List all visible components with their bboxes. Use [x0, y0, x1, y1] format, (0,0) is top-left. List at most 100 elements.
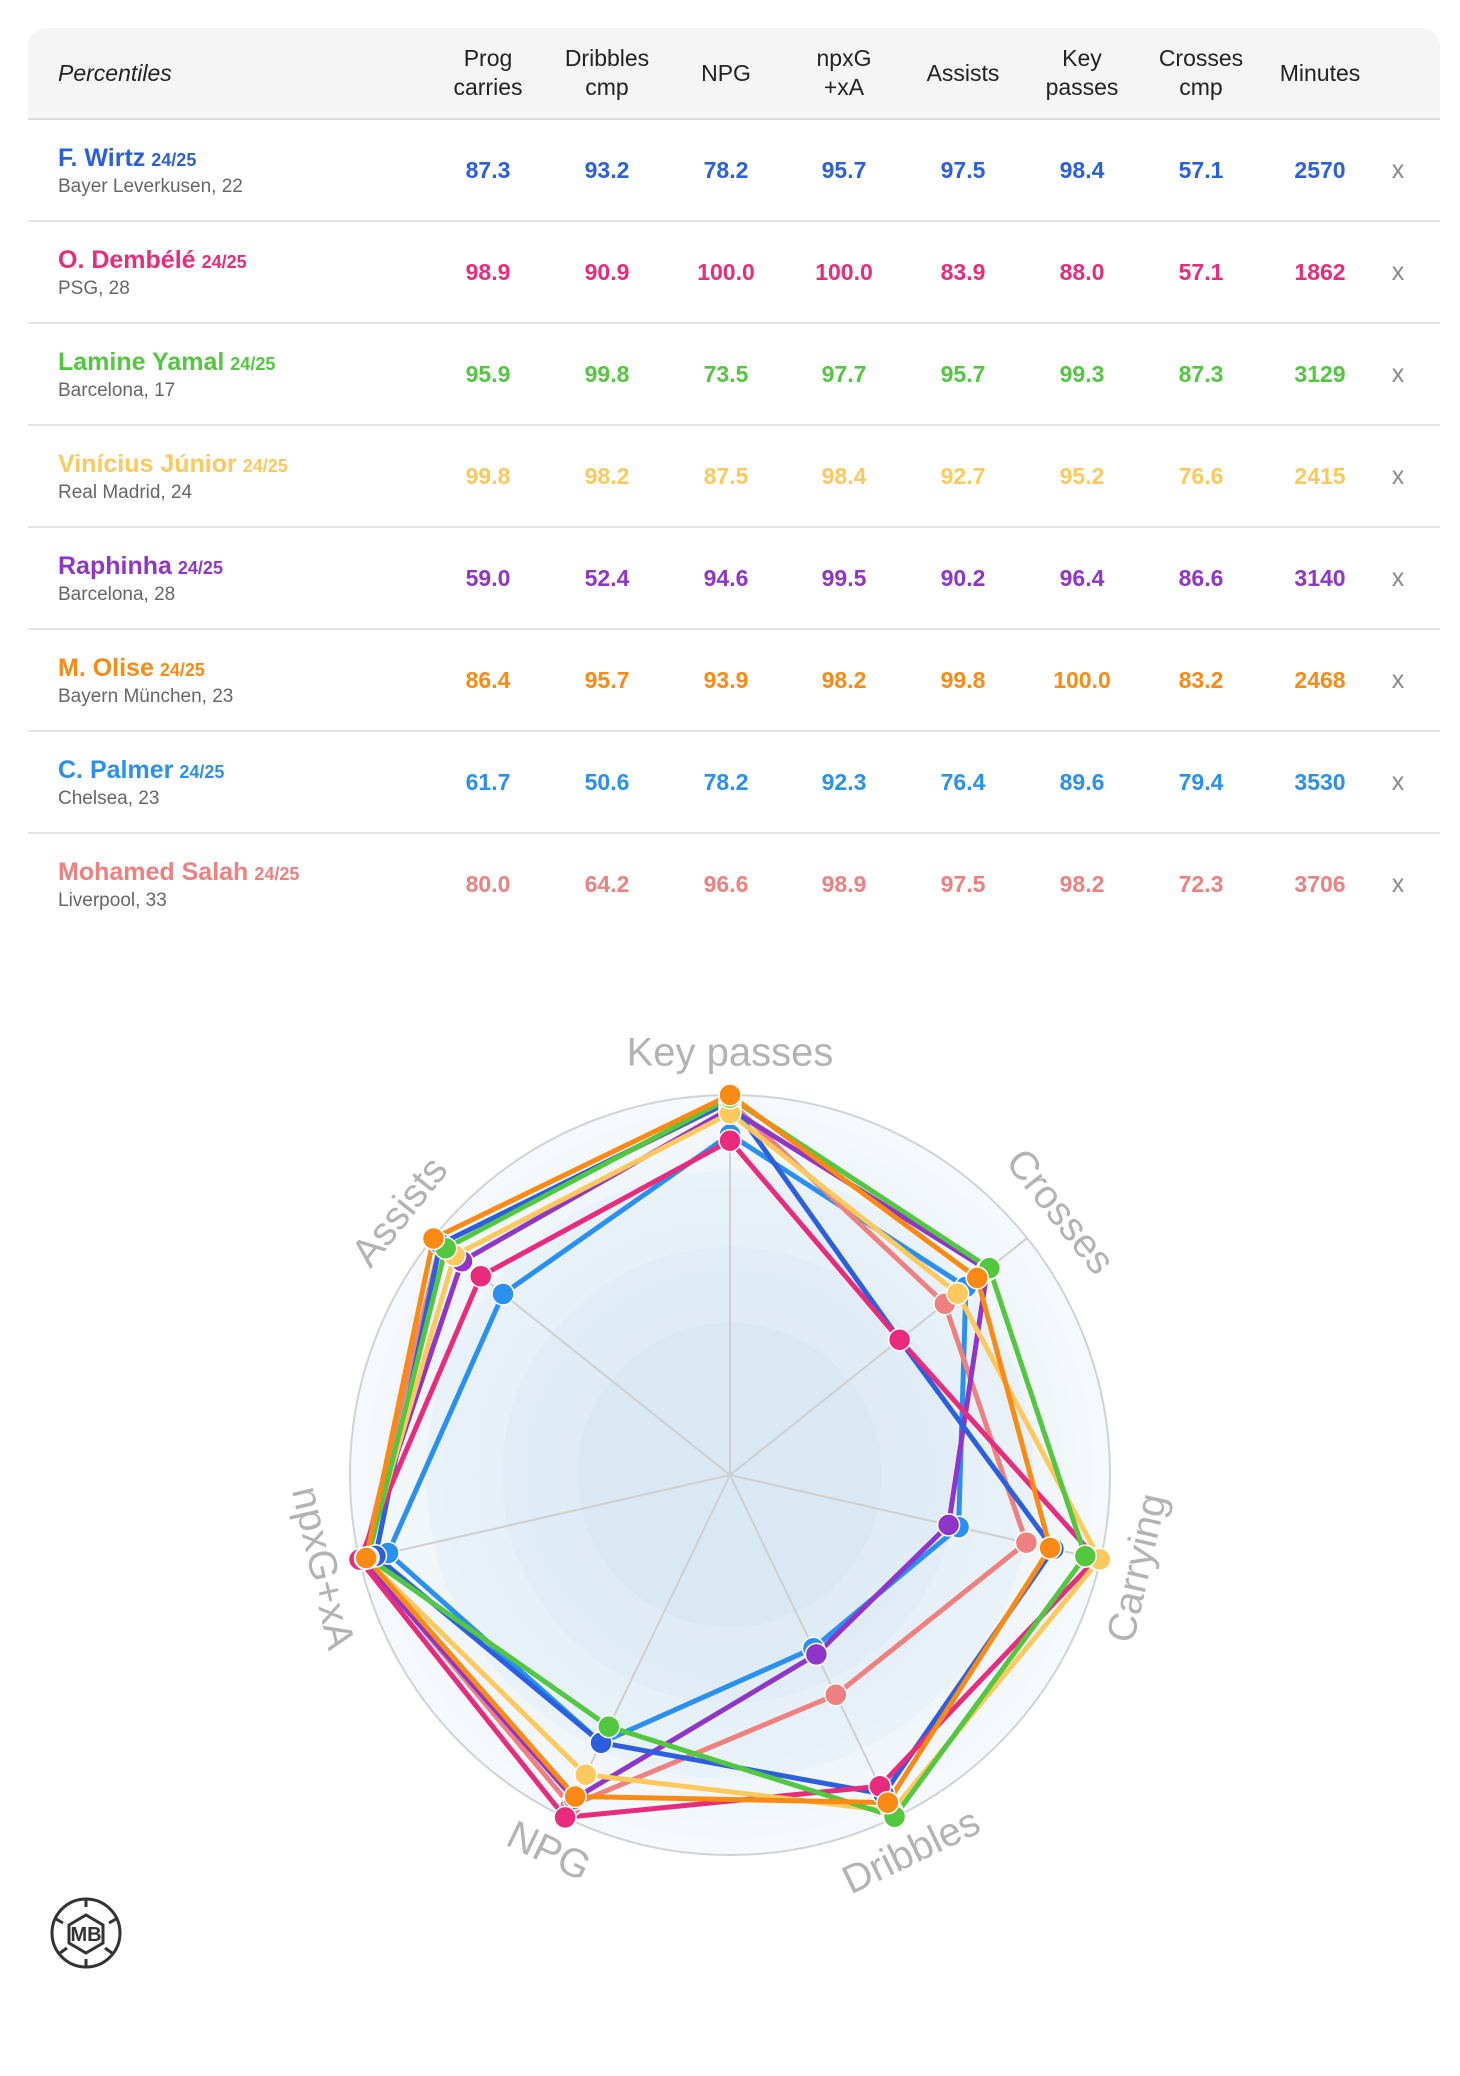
stat-cell: 99.5 [821, 564, 867, 591]
stat-cell: 95.9 [465, 360, 511, 387]
column-header-3: npxG +xA [816, 45, 872, 100]
radar-series-line [358, 1106, 990, 1802]
table-row: O. Dembélé 24/25 PSG, 28 98.9 90.9 100.0 100.0… [28, 222, 1440, 324]
stat-cell: 96.6 [703, 870, 749, 897]
stat-cell: 83.9 [940, 258, 986, 285]
stat-cell: 86.4 [465, 666, 511, 693]
stat-cell: 98.9 [821, 870, 867, 897]
remove-player-button[interactable]: x [1391, 155, 1405, 184]
stat-cell: 96.4 [1059, 564, 1105, 591]
mb-logo: MB [48, 1895, 124, 1976]
stat-cell: 87.3 [465, 156, 511, 183]
stat-cell: 72.3 [1178, 870, 1224, 897]
player-name-text: Lamine Yamal [58, 348, 225, 376]
player-name: Mohamed Salah 24/25 [58, 858, 299, 887]
player-name-text: Raphinha [58, 552, 172, 580]
column-header-6: Crosses cmp [1158, 45, 1244, 100]
player-name: F. Wirtz 24/25 [58, 144, 196, 173]
remove-player-button[interactable]: x [1391, 767, 1405, 796]
stat-cell: 2468 [1294, 666, 1346, 693]
column-header-4: Assists [926, 59, 1000, 86]
radar-point [421, 1226, 446, 1251]
stat-cell: 2570 [1294, 156, 1346, 183]
stat-cell: 93.9 [703, 666, 749, 693]
radar-series-line [385, 1132, 969, 1746]
radar-chart: Key passesCrossesCarryingDribblesNPGnpxG… [283, 1031, 1176, 1903]
radar-point [563, 1784, 587, 1809]
stat-cell: 100.0 [697, 258, 755, 285]
stat-cell: 99.8 [584, 360, 630, 387]
stat-cell: 97.5 [940, 870, 986, 897]
player-name: Vinícius Júnior 24/25 [58, 450, 288, 479]
radar-point [936, 1513, 961, 1537]
remove-player-button[interactable]: x [1391, 563, 1405, 592]
remove-player-button[interactable]: x [1391, 869, 1405, 898]
stat-cell: 87.3 [1178, 360, 1224, 387]
radar-point [804, 1642, 829, 1667]
stat-cell: 88.0 [1059, 258, 1105, 285]
table-row: Vinícius Júnior 24/25 Real Madrid, 24 99.8 9… [28, 426, 1440, 528]
stat-cell: 64.2 [584, 870, 630, 897]
radar-point [887, 1327, 912, 1352]
radar-point [1014, 1530, 1039, 1555]
radar-series-line [365, 1095, 1088, 1820]
stat-cell: 76.4 [940, 768, 986, 795]
stat-cell: 89.6 [1059, 768, 1105, 795]
player-club: PSG, 28 [58, 278, 130, 299]
table-header: Percentiles Prog carries Dribbles cmp NPG n… [28, 28, 1440, 120]
header-label: Percentiles [58, 59, 172, 86]
radar-point [597, 1714, 621, 1739]
radar-point [718, 1083, 742, 1107]
stat-cell: 90.2 [940, 564, 986, 591]
stat-cell: 99.8 [465, 462, 511, 489]
stat-cell: 92.3 [821, 768, 867, 795]
stat-cell: 59.0 [465, 564, 511, 591]
player-name-text: M. Olise [58, 654, 154, 682]
player-season: 24/25 [201, 252, 247, 272]
stat-cell: 86.6 [1178, 564, 1224, 591]
radar-axis-label: Carrying [1099, 1489, 1176, 1646]
stat-cell: 76.6 [1178, 462, 1224, 489]
remove-player-button[interactable]: x [1391, 359, 1405, 388]
column-header-7: Minutes [1279, 59, 1361, 86]
stat-cell: 83.2 [1178, 666, 1224, 693]
player-season: 24/25 [254, 864, 300, 884]
stat-cell: 57.1 [1178, 258, 1224, 285]
stat-cell: 78.2 [703, 156, 749, 183]
stat-cell: 3706 [1294, 870, 1346, 897]
stat-cell: 3530 [1294, 768, 1346, 795]
table-body: F. Wirtz 24/25 Bayer Leverkusen, 22 87.3 93.… [28, 120, 1440, 934]
remove-player-button[interactable]: x [1391, 665, 1405, 694]
player-season: 24/25 [159, 660, 205, 680]
stat-cell: 79.4 [1178, 768, 1224, 795]
stat-cell: 92.7 [940, 462, 986, 489]
svg-text:MB: MB [70, 1924, 101, 1946]
stat-cell: 98.4 [821, 462, 867, 489]
radar-point [491, 1282, 515, 1306]
radar-point [965, 1266, 989, 1290]
player-name: O. Dembélé 24/25 [58, 246, 247, 275]
player-club: Barcelona, 28 [58, 584, 176, 605]
player-season: 24/25 [177, 558, 223, 578]
stat-cell: 98.2 [1059, 870, 1105, 897]
stat-cell: 98.9 [465, 258, 511, 285]
table-row: C. Palmer 24/25 Chelsea, 23 61.7 50.6 78.2 92.… [28, 732, 1440, 834]
stat-cell: 61.7 [465, 768, 511, 795]
radar-spoke [359, 1474, 731, 1561]
radar-point [468, 1264, 493, 1288]
stat-cell: 3140 [1294, 564, 1346, 591]
stat-cell: 98.2 [821, 666, 867, 693]
table-row: Raphinha 24/25 Barcelona, 28 59.0 52.4 94.6 99… [28, 528, 1440, 630]
radar-point [718, 1128, 742, 1153]
stat-cell: 94.6 [703, 564, 749, 591]
stat-cell: 95.7 [584, 666, 630, 693]
stat-cell: 99.8 [940, 666, 986, 693]
remove-player-button[interactable]: x [1391, 461, 1405, 490]
stat-cell: 100.0 [1053, 666, 1111, 693]
player-name: Lamine Yamal 24/25 [58, 348, 275, 377]
stat-cell: 97.5 [940, 156, 986, 183]
stat-cell: 90.9 [584, 258, 630, 285]
player-name: Raphinha 24/25 [58, 552, 223, 581]
stat-cell: 98.4 [1059, 156, 1105, 183]
remove-player-button[interactable]: x [1391, 257, 1405, 286]
